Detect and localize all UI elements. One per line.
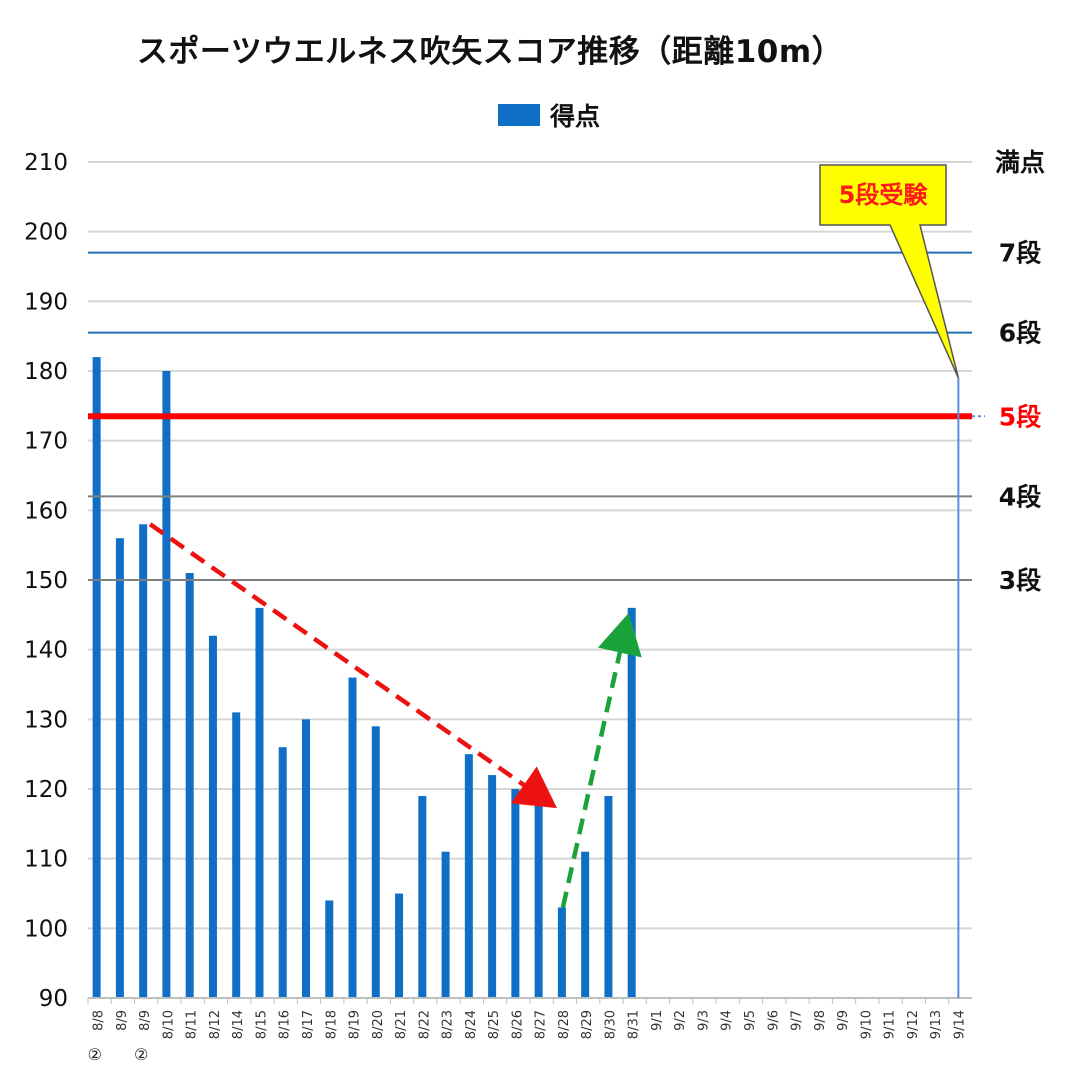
- y-tick-label: 200: [24, 220, 68, 246]
- y-tick-label: 100: [24, 916, 68, 942]
- y-tick-label: 120: [24, 777, 68, 803]
- x-tick-label: 8/24: [464, 1010, 479, 1039]
- bar: [418, 795, 427, 998]
- x-tick-label: 8/10: [161, 1010, 176, 1039]
- x-tick-label: 8/12: [208, 1010, 223, 1039]
- reference-label: 7段: [999, 239, 1041, 268]
- y-tick-label: 130: [24, 707, 68, 733]
- bar: [208, 635, 217, 998]
- x-tick-label: 8/8: [92, 1010, 107, 1031]
- y-tick-label: 110: [24, 847, 68, 873]
- x-tick-label: 8/14: [231, 1010, 246, 1039]
- legend: 得点: [498, 97, 600, 133]
- x-tick-label: 8/21: [394, 1010, 409, 1039]
- bar: [255, 607, 264, 998]
- y-tick-label: 150: [24, 568, 68, 594]
- x-tick-marker: ②: [87, 1045, 101, 1064]
- x-tick-label: 8/27: [534, 1010, 549, 1039]
- bar: [302, 719, 310, 998]
- x-tick-label: 9/10: [859, 1010, 874, 1039]
- x-tick-label: 9/1: [650, 1010, 665, 1031]
- bar: [232, 712, 241, 998]
- reference-label: 3段: [999, 566, 1041, 595]
- x-tick-label: 8/29: [580, 1010, 595, 1039]
- reference-label: 満点: [995, 148, 1045, 177]
- x-tick-label: 9/8: [813, 1010, 828, 1031]
- bar: [627, 607, 636, 998]
- bar: [604, 795, 613, 998]
- x-tick-label: 9/2: [673, 1010, 688, 1031]
- bar: [185, 573, 194, 998]
- bar: [162, 371, 171, 998]
- bar: [371, 726, 380, 998]
- legend-swatch: [498, 104, 540, 126]
- bar: [581, 851, 590, 998]
- y-tick-label: 170: [24, 429, 68, 455]
- x-tick-label: 9/5: [743, 1010, 758, 1031]
- x-tick-label: 9/13: [929, 1010, 944, 1039]
- bar: [325, 900, 334, 998]
- x-tick-label: 8/22: [417, 1010, 432, 1039]
- y-tick-label: 160: [24, 498, 68, 524]
- bar: [278, 747, 287, 998]
- chart-title: スポーツウエルネス吹矢スコア推移（距離10m）: [136, 34, 844, 70]
- x-tick-label: 8/30: [603, 1010, 618, 1039]
- bar: [92, 357, 101, 999]
- x-tick-label: 8/9: [138, 1010, 153, 1031]
- x-tick-label: 8/28: [557, 1010, 572, 1039]
- trend-arrow: [148, 522, 558, 809]
- y-tick-label: 90: [39, 986, 68, 1012]
- bar: [534, 802, 543, 998]
- trend-arrow: [560, 613, 642, 908]
- x-tick-label: 8/23: [441, 1010, 456, 1039]
- reference-label: 6段: [999, 319, 1041, 348]
- x-tick-label: 8/17: [301, 1010, 316, 1039]
- x-tick-label: 9/3: [696, 1010, 711, 1031]
- legend-label: 得点: [550, 102, 601, 131]
- y-tick-label: 180: [24, 359, 68, 385]
- x-tick-label: 8/31: [627, 1010, 642, 1039]
- x-tick-label: 8/15: [254, 1010, 269, 1039]
- x-tick-label: 9/14: [952, 1010, 967, 1039]
- bar: [488, 775, 497, 998]
- x-tick-label: 9/6: [766, 1010, 781, 1031]
- y-tick-label: 140: [24, 638, 68, 664]
- reference-label: 5段: [999, 402, 1041, 431]
- x-tick-label: 8/16: [278, 1010, 293, 1039]
- x-tick-label: 9/9: [836, 1010, 851, 1031]
- callout-text: 5段受験: [839, 181, 929, 209]
- bar: [115, 538, 124, 998]
- y-tick-label: 210: [24, 150, 68, 176]
- x-tick-label: 8/26: [510, 1010, 525, 1039]
- bar: [557, 907, 566, 998]
- bar: [441, 851, 450, 998]
- y-tick-label: 190: [24, 289, 68, 315]
- x-tick-label: 8/9: [115, 1010, 130, 1031]
- reference-label: 4段: [999, 482, 1041, 511]
- x-tick-label: 9/11: [883, 1010, 898, 1039]
- bar: [395, 893, 404, 998]
- x-tick-label: 8/20: [371, 1010, 386, 1039]
- x-tick-label: 9/7: [790, 1010, 805, 1031]
- x-tick-label: 8/25: [487, 1010, 502, 1039]
- bar: [348, 677, 357, 998]
- bar: [464, 754, 473, 998]
- x-tick-label: 8/19: [348, 1010, 363, 1039]
- bar: [511, 789, 520, 998]
- x-tick-marker: ②: [134, 1045, 148, 1064]
- x-tick-label: 9/4: [720, 1010, 735, 1031]
- x-tick-label: 8/11: [185, 1010, 200, 1039]
- x-tick-label: 9/12: [906, 1010, 921, 1039]
- bar: [139, 524, 148, 998]
- exam-callout: [819, 164, 960, 379]
- x-tick-label: 8/18: [324, 1010, 339, 1039]
